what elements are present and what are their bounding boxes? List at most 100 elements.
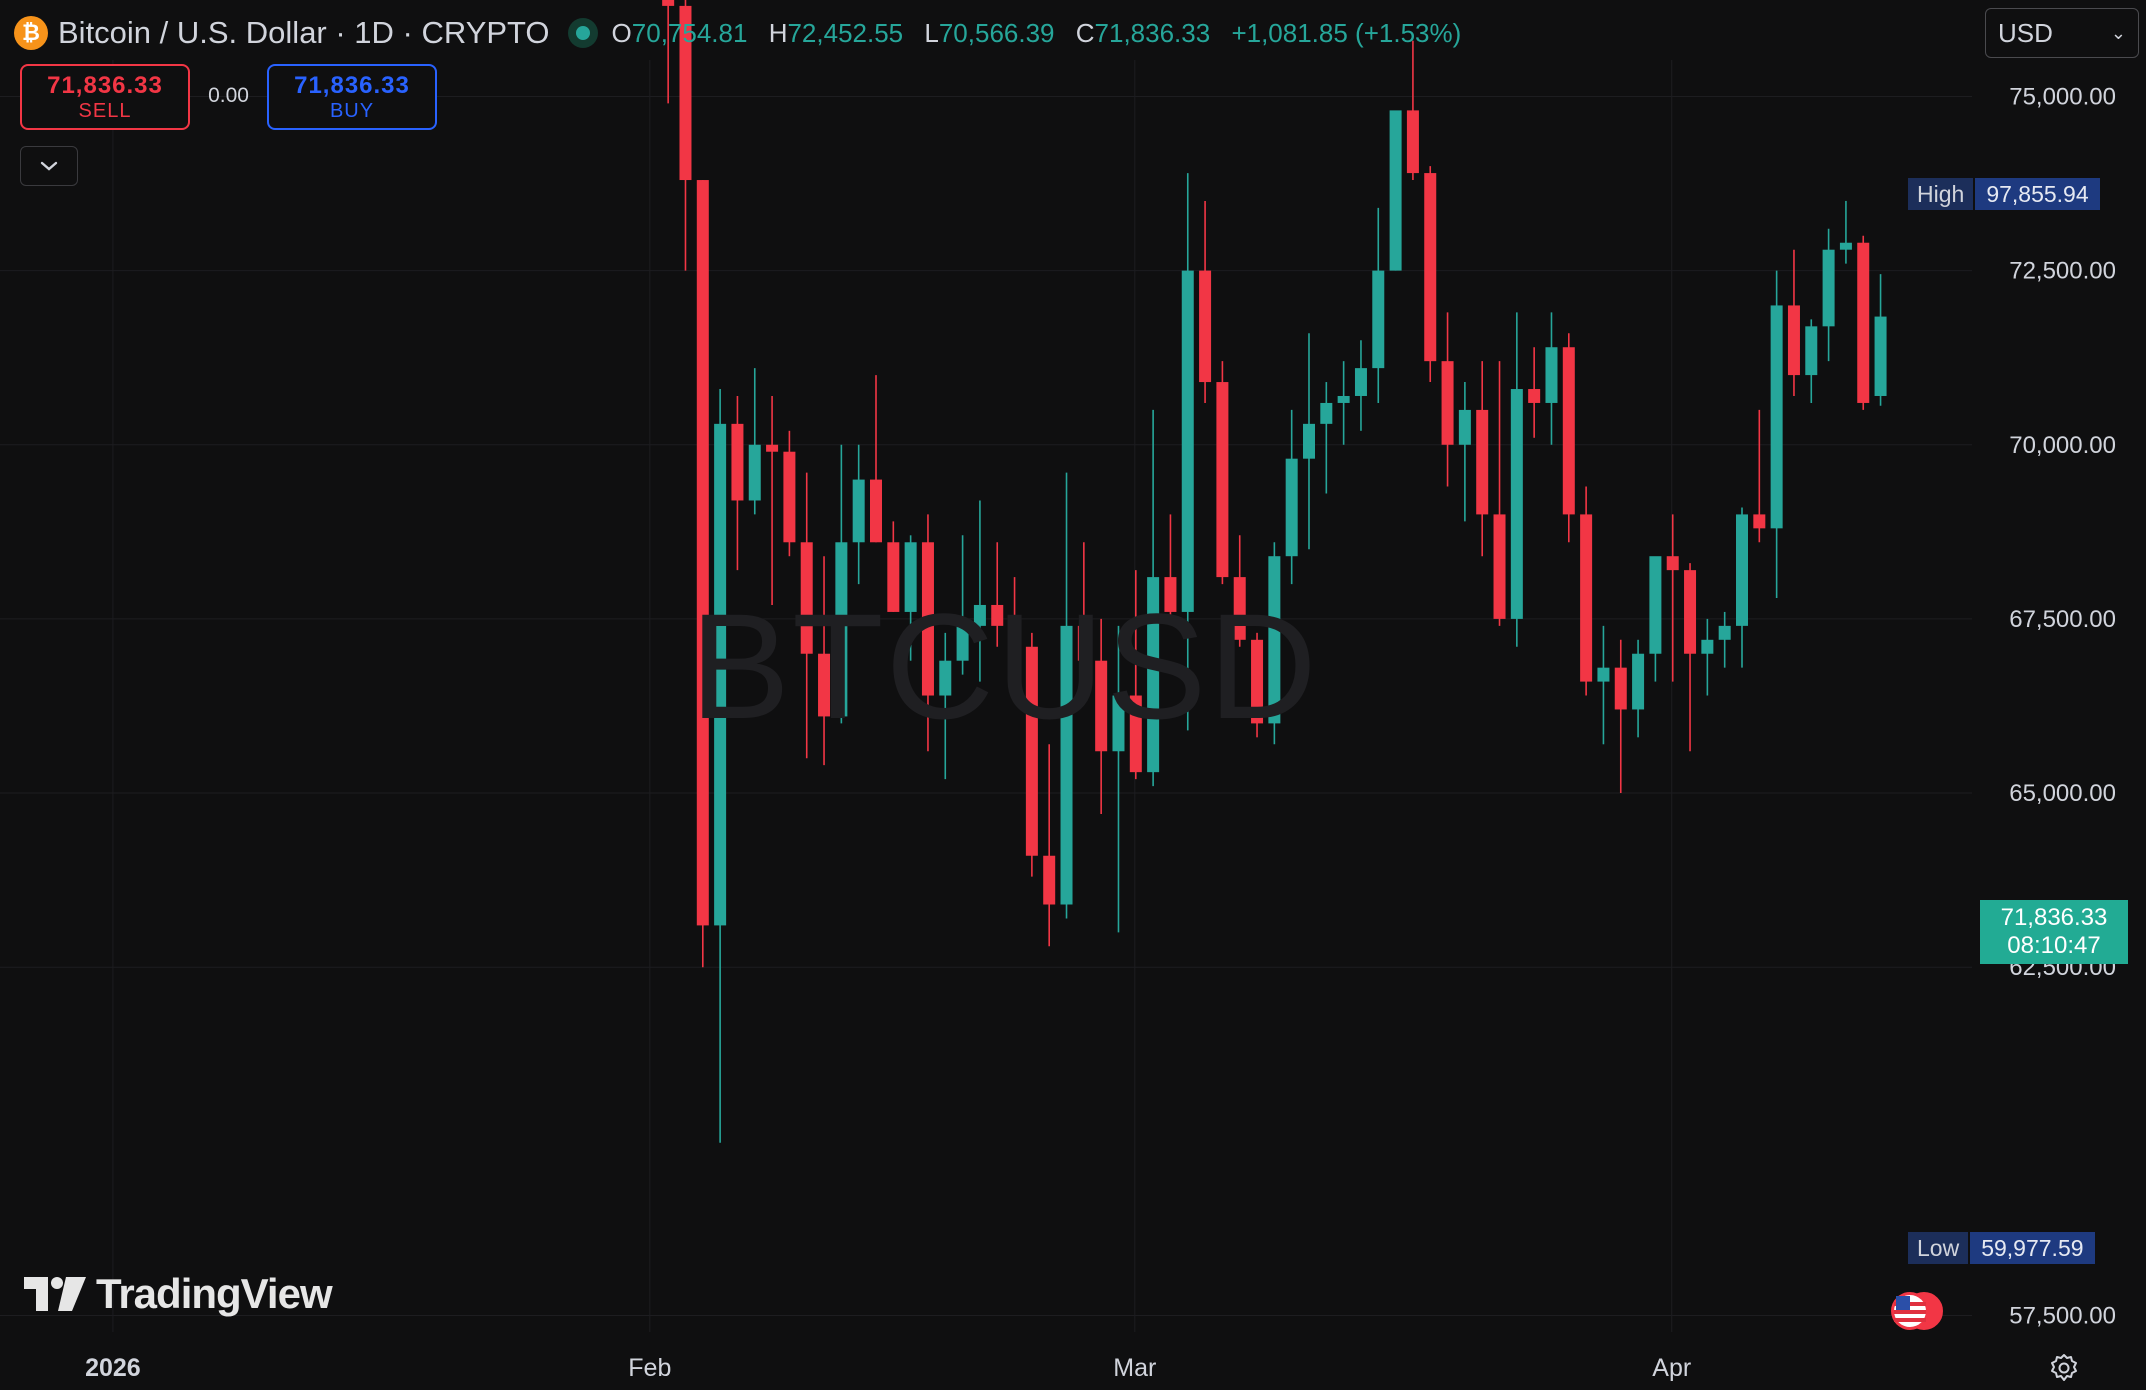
candle-body (1112, 695, 1125, 752)
low-label: L (924, 17, 939, 48)
candle-body (1181, 270, 1194, 612)
candle (1718, 611, 1731, 668)
candle-body (1337, 395, 1350, 403)
candle-body (1164, 577, 1177, 612)
candle-body (1666, 556, 1679, 571)
tradingview-logo[interactable]: TradingView (24, 1270, 333, 1318)
time-tick-label: 2026 (85, 1354, 141, 1382)
candle-body (1857, 242, 1870, 403)
candle-body (766, 444, 779, 452)
candle (1060, 472, 1073, 919)
sell-button[interactable]: 71,836.33 SELL (20, 64, 190, 130)
candle-body (662, 0, 675, 6)
candle-body (1199, 270, 1212, 383)
candle (1753, 409, 1766, 543)
candle (1614, 639, 1627, 794)
candle-body (1354, 368, 1367, 396)
candle (1701, 618, 1714, 696)
settings-gear-icon[interactable] (2048, 1352, 2080, 1384)
candle-body (1303, 423, 1315, 459)
candle-body (939, 660, 952, 696)
candle (921, 514, 934, 752)
candle-body (1736, 514, 1748, 626)
candle-body (1043, 855, 1056, 905)
candle (696, 180, 709, 968)
candle-body (1320, 402, 1333, 424)
candle-body (783, 451, 796, 543)
candle-body (956, 625, 969, 661)
candle (679, 0, 692, 271)
candle-body (1389, 110, 1402, 271)
candle (1112, 625, 1125, 933)
candle (1874, 274, 1887, 406)
candle-body (1268, 556, 1281, 724)
candle-body (696, 180, 709, 926)
candle-body (1129, 695, 1142, 773)
candle-body (714, 423, 727, 926)
candle-body (1060, 625, 1073, 905)
candle-body (1476, 409, 1489, 515)
candle (1354, 340, 1367, 431)
candle (731, 395, 744, 571)
buy-label: BUY (329, 99, 375, 122)
candle-body (1025, 646, 1038, 856)
high-label: H (768, 17, 788, 48)
us-flag-icon[interactable] (1890, 1290, 1944, 1332)
candle (662, 0, 675, 104)
candle-body (1233, 577, 1246, 640)
buy-button[interactable]: 71,836.33 BUY (267, 64, 437, 130)
candle-body (852, 479, 865, 543)
close-label: C (1075, 17, 1095, 48)
chevron-down-icon: ⌄ (2110, 22, 2126, 43)
low-value: 70,566.39 (938, 17, 1055, 48)
candle-body (1614, 667, 1627, 710)
candle (1077, 542, 1090, 675)
candle-body (835, 542, 848, 717)
candle-body (748, 444, 761, 501)
candle (1216, 361, 1229, 585)
collapse-trading-panel-button[interactable] (20, 146, 78, 186)
candle (714, 389, 727, 1143)
candle (1424, 166, 1437, 383)
ohlc-values: O70,754.81 H72,452.55 L70,566.39 C71,836… (612, 18, 1476, 49)
bitcoin-icon: ₿ (14, 16, 48, 50)
symbol-watermark: BTCUSD (690, 582, 1319, 750)
price-scale[interactable]: 57,500.0062,500.0065,000.0067,500.0070,0… (1996, 0, 2116, 1330)
tradingview-logo-icon (24, 1277, 86, 1311)
time-scale[interactable]: 2026 Feb Mar Apr (85, 1354, 1691, 1382)
candle (1597, 625, 1610, 745)
candle (1233, 535, 1246, 647)
symbol-title[interactable]: Bitcoin / U.S. Dollar · 1D · CRYPTO (58, 15, 550, 50)
candle-body (1718, 625, 1731, 640)
change-value: +1,081.85 (+1.53%) (1231, 17, 1462, 48)
low-price-label-key: Low (1908, 1232, 1969, 1264)
candle-body (991, 604, 1004, 626)
candle-body (870, 479, 882, 543)
candle (1251, 632, 1264, 738)
time-tick-label: Feb (628, 1354, 671, 1382)
candle (904, 535, 917, 661)
candle (1008, 577, 1021, 689)
candle-body (1684, 570, 1697, 654)
candle (991, 542, 1004, 647)
candle-body (1597, 667, 1610, 682)
candle (1441, 312, 1454, 487)
tradingview-wordmark: TradingView (96, 1270, 333, 1317)
candle (1389, 110, 1402, 271)
sell-price: 71,836.33 (47, 71, 163, 99)
candle (818, 556, 831, 766)
buy-price: 71,836.33 (294, 71, 410, 99)
candle-body (1770, 305, 1783, 529)
candle-body (1632, 653, 1645, 710)
market-status-icon[interactable] (567, 18, 598, 48)
candle (1805, 319, 1818, 403)
candle-body (1510, 389, 1523, 619)
price-tick-label: 67,500.00 (2009, 606, 2116, 633)
candle (852, 444, 865, 585)
currency-select[interactable]: USD ⌄ (1985, 8, 2139, 58)
candle-body (1095, 660, 1108, 752)
candle (1510, 312, 1523, 647)
candle (1839, 200, 1852, 264)
